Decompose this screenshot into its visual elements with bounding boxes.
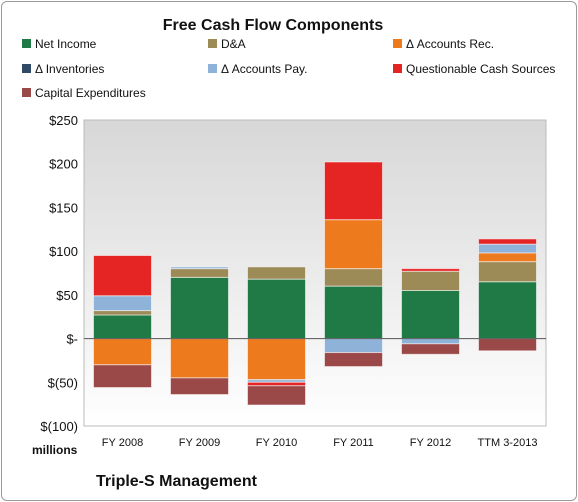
legend-label-net-income: Net Income — [35, 37, 97, 51]
x-tick-label: FY 2008 — [102, 437, 143, 449]
bar-net-income-fy-2010 — [247, 278, 306, 340]
bar-net-income-ttm-3-2013 — [478, 281, 537, 340]
y-tick-label: $- — [66, 332, 78, 347]
legend-label-questionable-cash-sources: Questionable Cash Sources — [406, 62, 555, 76]
bar-questionable-cash-sources-fy-2012 — [401, 268, 460, 272]
bar-net-income-fy-2011 — [324, 285, 383, 340]
x-tick-label: FY 2009 — [179, 437, 220, 449]
bar-d-a-ttm-3-2013 — [478, 261, 537, 283]
bars — [93, 161, 537, 406]
bar-capital-expenditures-fy-2010 — [247, 385, 306, 406]
legend-swatch-capital-expenditures — [22, 88, 31, 97]
bar-d-a-fy-2010 — [247, 266, 306, 280]
y-tick-label: $50 — [56, 288, 78, 303]
bar-d-a-fy-2008 — [93, 310, 152, 316]
legend-swatch-net-income — [22, 39, 31, 48]
x-tick-label: TTM 3-2013 — [478, 437, 538, 449]
bar-d-a-fy-2011 — [324, 268, 383, 287]
legend-label-capital-expenditures: Capital Expenditures — [35, 86, 146, 100]
bar-questionable-cash-sources-fy-2010 — [247, 381, 306, 387]
bar-d-a-fy-2009 — [170, 268, 229, 278]
bar-questionable-cash-sources-fy-2008 — [93, 255, 152, 297]
bar-accounts-pay-fy-2012 — [401, 338, 460, 345]
bar-capital-expenditures-fy-2009 — [170, 377, 229, 396]
bar-questionable-cash-sources-ttm-3-2013 — [478, 238, 537, 245]
legend-label-inventories: Δ Inventories — [35, 62, 104, 76]
y-tick-label: $250 — [49, 113, 78, 128]
legend-swatch-inventories — [22, 64, 31, 73]
bar-capital-expenditures-ttm-3-2013 — [478, 338, 537, 352]
legend-label-d-a: D&A — [221, 37, 246, 51]
x-axis: FY 2008 FY 2009 FY 2010 FY 2011 FY 2012 TTM 3… — [102, 437, 538, 449]
unit-label: millions — [32, 443, 78, 457]
y-tick-label: $(100) — [40, 419, 78, 434]
legend: Net Income D&A Δ Accounts Rec. Δ Inventorie… — [22, 37, 555, 100]
bar-capital-expenditures-fy-2012 — [401, 343, 460, 355]
bar-capital-expenditures-fy-2008 — [93, 364, 152, 389]
company-name: Triple-S Management — [96, 473, 258, 490]
chart-title: Free Cash Flow Components — [163, 17, 384, 34]
bar-accounts-pay-fy-2011 — [324, 338, 383, 354]
legend-label-accounts-pay: Δ Accounts Pay. — [221, 62, 308, 76]
bar-accounts-rec-fy-2009 — [170, 338, 229, 379]
bar-accounts-rec-fy-2010 — [247, 338, 306, 381]
y-tick-label: $(50) — [48, 375, 78, 390]
bar-net-income-fy-2008 — [93, 314, 152, 340]
legend-swatch-questionable-cash-sources — [393, 64, 402, 73]
bar-accounts-pay-fy-2008 — [93, 295, 152, 312]
x-tick-label: FY 2011 — [333, 437, 374, 449]
legend-swatch-d-a — [208, 39, 217, 48]
y-tick-label: $200 — [49, 157, 78, 172]
y-tick-label: $150 — [49, 200, 78, 215]
x-tick-label: FY 2012 — [410, 437, 451, 449]
bar-net-income-fy-2009 — [170, 276, 229, 340]
bar-d-a-fy-2012 — [401, 270, 460, 291]
bar-accounts-rec-fy-2011 — [324, 219, 383, 270]
bar-accounts-rec-ttm-3-2013 — [478, 252, 537, 263]
bar-questionable-cash-sources-fy-2011 — [324, 161, 383, 221]
legend-label-accounts-rec: Δ Accounts Rec. — [406, 37, 494, 51]
bar-accounts-pay-fy-2009 — [170, 266, 229, 270]
plot-area — [83, 119, 547, 427]
legend-swatch-accounts-pay — [208, 64, 217, 73]
bar-net-income-fy-2012 — [401, 289, 460, 340]
x-tick-label: FY 2010 — [256, 437, 297, 449]
bar-accounts-pay-ttm-3-2013 — [478, 243, 537, 254]
y-axis: $250 $200 $150 $100 $50 $- $(50) $(100) — [40, 113, 78, 434]
bar-accounts-rec-fy-2008 — [93, 338, 152, 366]
bar-capital-expenditures-fy-2011 — [324, 352, 383, 368]
y-tick-label: $100 — [49, 244, 78, 259]
legend-swatch-accounts-rec — [393, 39, 402, 48]
